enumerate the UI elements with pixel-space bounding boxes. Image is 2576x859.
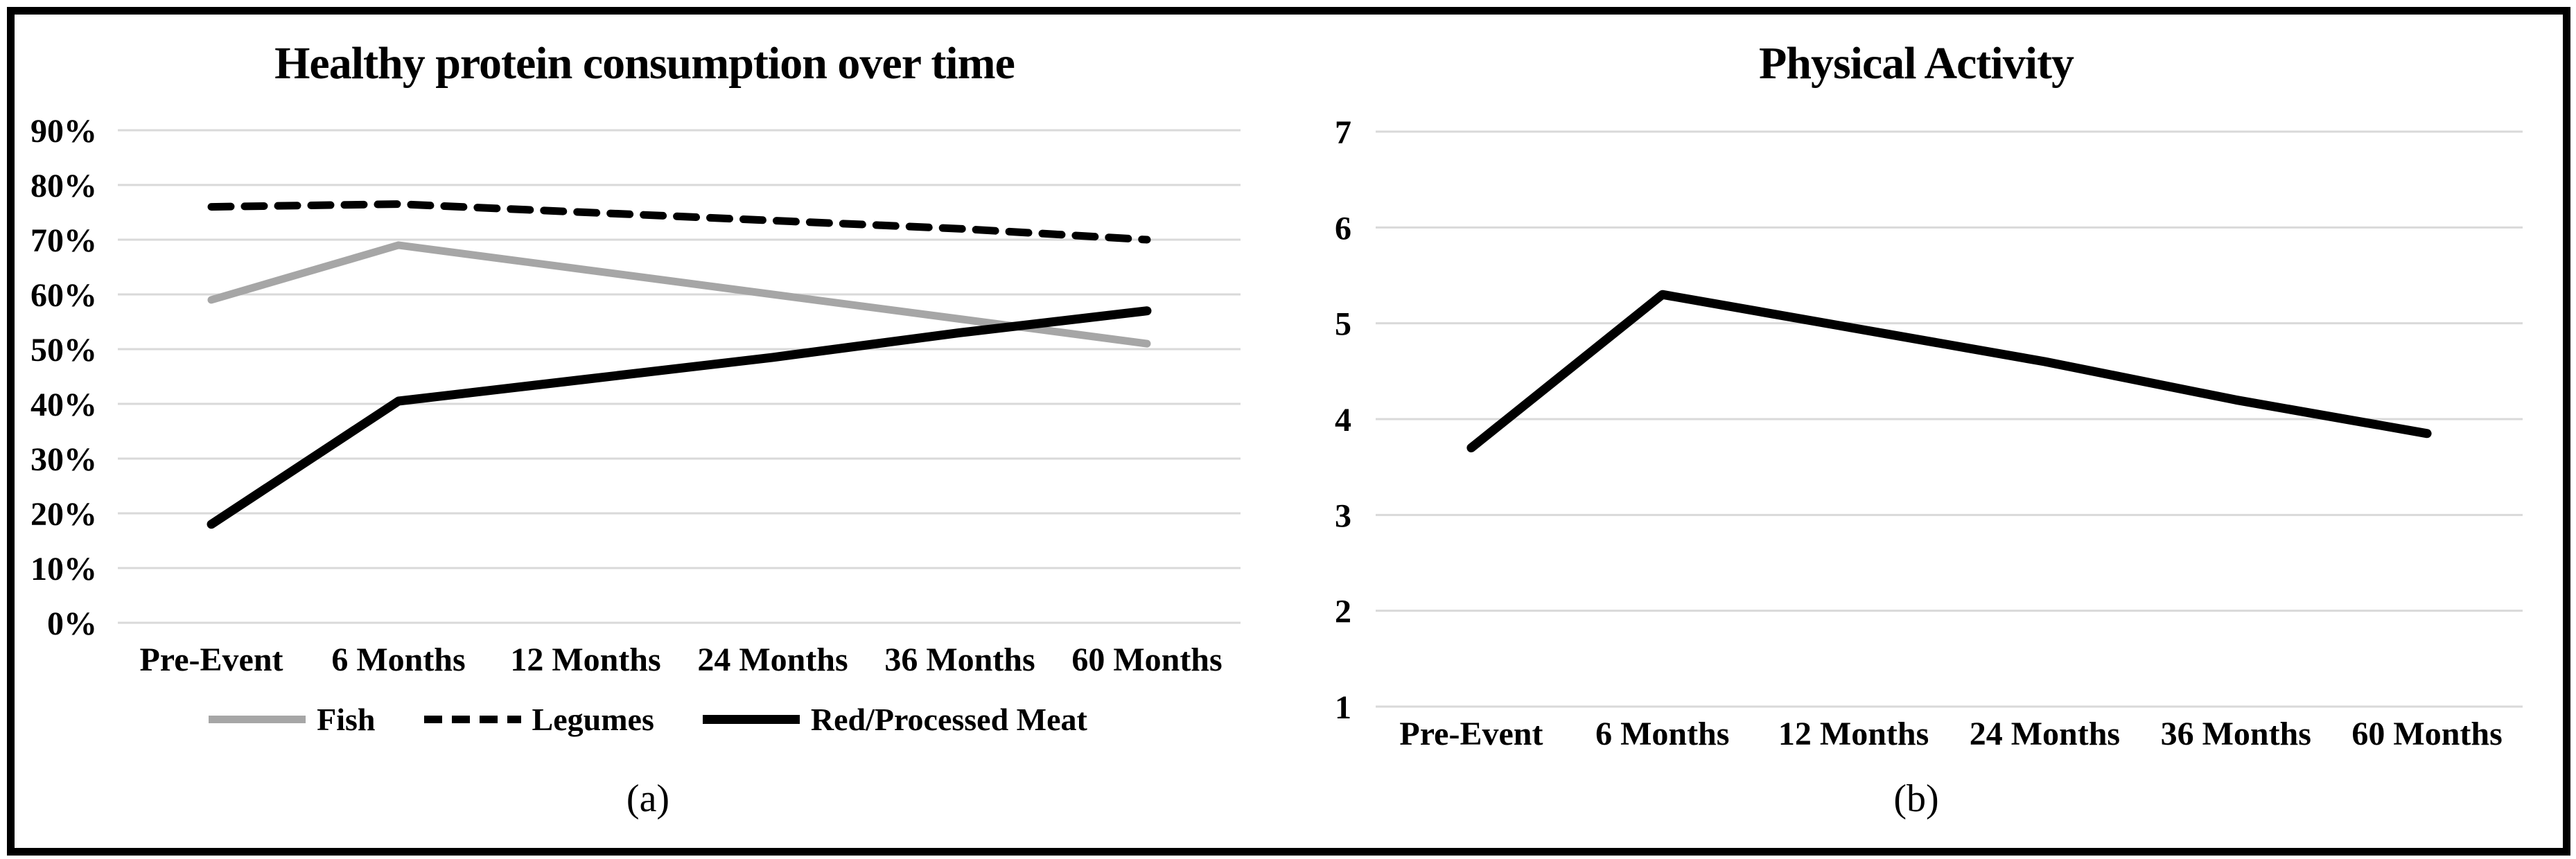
x-category-label: 12 Months bbox=[1778, 716, 1929, 752]
y-tick-label: 90% bbox=[30, 113, 97, 150]
y-tick-label: 2 bbox=[1335, 594, 1351, 630]
series-line-fish bbox=[207, 241, 1151, 348]
y-tick-label: 20% bbox=[30, 496, 97, 533]
series-line-red-processed-meat bbox=[207, 306, 1152, 529]
x-category-label: 24 Months bbox=[1970, 716, 2120, 752]
y-tick-label: 10% bbox=[30, 551, 97, 587]
y-tick-label: 80% bbox=[30, 168, 97, 204]
y-tick-label: 3 bbox=[1335, 497, 1351, 534]
y-tick-label: 60% bbox=[30, 277, 97, 314]
caption-a: (a) bbox=[626, 777, 670, 820]
red-processed-meat-line-sample-icon bbox=[702, 714, 800, 724]
chart-a-title: Healthy protein consumption over time bbox=[274, 38, 1015, 89]
x-category-label: Pre-Event bbox=[1399, 716, 1543, 752]
legumes-line-sample-icon bbox=[423, 715, 521, 723]
chart-a-legend: Fish Legumes Red/Processed Meat bbox=[94, 694, 1202, 744]
x-category-label: 60 Months bbox=[2351, 716, 2502, 752]
legend-label-legumes: Legumes bbox=[532, 701, 654, 737]
legend-item-fish: Fish bbox=[209, 701, 376, 738]
y-tick-label: 50% bbox=[30, 332, 97, 369]
caption-b: (b) bbox=[1893, 777, 1939, 820]
x-category-label: 36 Months bbox=[884, 641, 1035, 678]
legend-label-fish: Fish bbox=[317, 701, 376, 737]
y-tick-label: 30% bbox=[30, 441, 97, 478]
legend-label-red-processed-meat: Red/Processed Meat bbox=[810, 701, 1087, 737]
legend-item-red-processed-meat: Red/Processed Meat bbox=[702, 701, 1087, 738]
x-category-label: 36 Months bbox=[2161, 716, 2311, 752]
y-tick-label: 4 bbox=[1335, 402, 1351, 439]
legend-item-legumes: Legumes bbox=[423, 701, 654, 738]
series-line-legumes bbox=[207, 200, 1151, 244]
y-tick-label: 70% bbox=[30, 222, 97, 259]
x-category-label: 60 Months bbox=[1071, 641, 1222, 678]
y-tick-label: 0% bbox=[47, 605, 97, 642]
y-tick-label: 7 bbox=[1335, 114, 1351, 151]
chart-b-title: Physical Activity bbox=[1758, 38, 2074, 89]
x-category-label: 6 Months bbox=[331, 641, 465, 678]
x-category-label: 6 Months bbox=[1595, 716, 1729, 752]
series-line-physical-activity bbox=[1466, 290, 2432, 452]
y-tick-label: 40% bbox=[30, 387, 97, 423]
y-tick-label: 6 bbox=[1335, 210, 1351, 247]
x-category-label: Pre-Event bbox=[139, 641, 283, 678]
fish-line-sample-icon bbox=[209, 715, 306, 723]
x-category-label: 12 Months bbox=[510, 641, 660, 678]
y-tick-label: 1 bbox=[1335, 689, 1351, 726]
x-category-label: 24 Months bbox=[697, 641, 848, 678]
y-tick-label: 5 bbox=[1335, 306, 1351, 343]
